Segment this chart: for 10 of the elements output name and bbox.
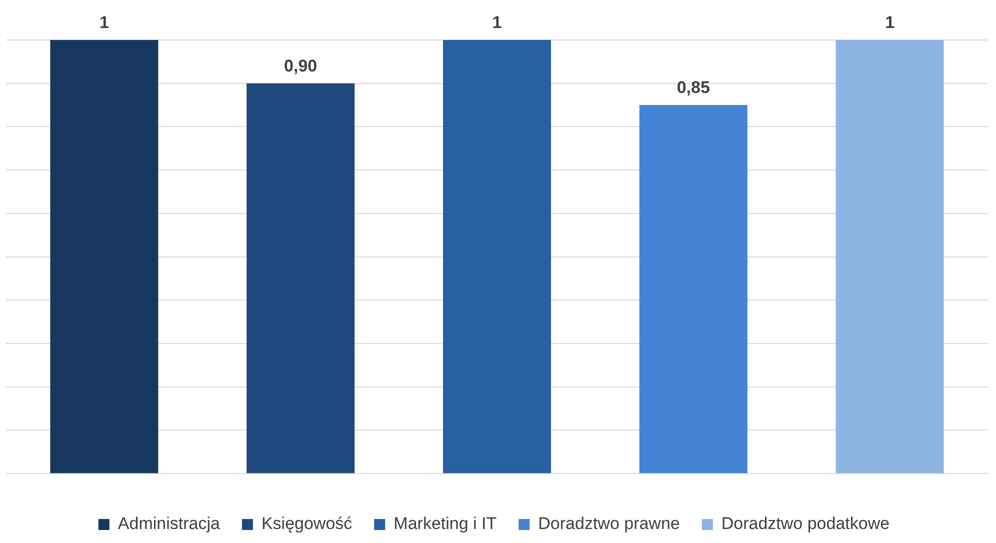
data-label: 1: [885, 13, 895, 32]
legend-label: Marketing i IT: [394, 514, 497, 534]
legend-label: Doradztwo podatkowe: [721, 514, 890, 534]
legend-label: Doradztwo prawne: [538, 514, 680, 534]
data-label: 0,85: [676, 78, 710, 98]
legend-label: Administracja: [118, 514, 220, 534]
legend-label: Księgowość: [261, 514, 353, 534]
data-label: 0,90: [284, 56, 318, 76]
data-label: 1: [99, 13, 109, 32]
data-label: 1: [492, 13, 502, 32]
